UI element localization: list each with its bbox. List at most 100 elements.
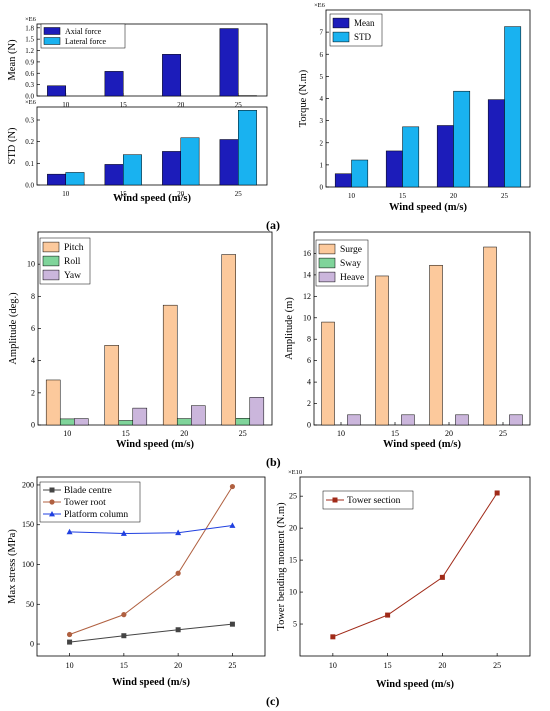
legend-swatch <box>332 17 350 29</box>
y-tick-label: 0.2 <box>25 138 34 146</box>
data-point <box>175 627 181 633</box>
data-point <box>330 634 336 640</box>
chart-c-stress: 0 50 100 150 200 Max stress (MPa) Wind speed (… <box>7 476 266 688</box>
y-tick-label: 1 <box>320 161 324 169</box>
bar-surge <box>483 246 497 426</box>
bar-mean <box>334 173 352 188</box>
series-line-tower-root <box>69 486 233 635</box>
bar-mean <box>436 125 454 188</box>
axis-exponent: ×E6 <box>314 2 326 9</box>
y-tick-label: 2 <box>320 139 324 147</box>
legend-label: STD <box>354 32 372 42</box>
legend-label: Roll <box>64 257 81 267</box>
x-tick-label: 20 <box>177 190 185 198</box>
y-axis-label: Amplitude (m) <box>284 297 295 360</box>
plot-frame <box>36 106 268 186</box>
x-axis-label: Wind speed (m/s) <box>376 679 454 690</box>
axis-exponent: ×E10 <box>288 469 302 476</box>
bar-pitch <box>162 304 178 426</box>
y-axis-label: Max stress (MPa) <box>7 529 18 604</box>
x-tick-label: 15 <box>384 661 392 670</box>
y-tick-label: 12 <box>303 292 311 301</box>
x-tick-label: 10 <box>329 661 337 670</box>
x-tick-label: 10 <box>337 429 345 438</box>
x-tick-label: 15 <box>120 101 128 109</box>
legend-swatch <box>318 257 336 269</box>
y-axis-label: Tower bending moment (N.m) <box>276 502 287 631</box>
legend-swatch <box>42 255 60 267</box>
x-tick-label: 25 <box>499 429 507 438</box>
y-tick-label: 8 <box>307 335 311 344</box>
bar-yaw <box>249 397 265 426</box>
y-tick-label: 5 <box>320 73 324 81</box>
caption-c: (c) <box>266 694 280 708</box>
y-tick-label: 10 <box>303 313 311 322</box>
y-tick-label: 4 <box>320 95 324 103</box>
bar-roll <box>235 417 251 426</box>
bar-axial-force <box>47 85 66 97</box>
series-line-blade-centre <box>69 623 233 643</box>
bar-axial-force <box>162 54 182 97</box>
data-point <box>229 621 235 627</box>
y-tick-label: 50 <box>26 600 34 609</box>
y-tick-label: 15 <box>289 556 297 565</box>
bar-std <box>351 159 369 188</box>
y-tick-label: 4 <box>31 356 35 365</box>
data-point <box>67 639 73 645</box>
x-tick-label: 20 <box>450 192 458 200</box>
series-line-tower-section <box>332 492 498 638</box>
bar-pitch <box>45 379 61 426</box>
y-tick-label: 0.1 <box>25 160 34 168</box>
axis-exponent: ×E6 <box>25 99 37 106</box>
x-tick-label: 10 <box>62 190 70 198</box>
bar-yaw <box>191 405 206 426</box>
y-tick-label: 25 <box>289 492 297 501</box>
data-point <box>121 612 127 618</box>
legend-label: Platform column <box>64 509 128 520</box>
legend-label: Lateral force <box>65 37 107 46</box>
chart-a-torque: 0 1 2 3 4 5 6 7 ×E6 Torque (N.m) Wind speed (m/s) 1… <box>298 2 531 213</box>
bar-yaw <box>74 418 89 426</box>
data-point <box>66 631 73 638</box>
data-point <box>229 483 236 490</box>
plot-frame <box>313 231 531 426</box>
y-tick-label: 1.5 <box>25 36 34 44</box>
data-point <box>175 570 181 576</box>
legend-label: Tower section <box>347 496 401 506</box>
bar-heave <box>347 414 361 426</box>
bar-roll <box>176 418 192 426</box>
data-point <box>385 612 391 618</box>
series-line-platform-column <box>69 525 233 534</box>
x-tick-label: 25 <box>235 190 243 198</box>
plot-frame <box>299 476 531 657</box>
y-tick-label: 2 <box>31 388 35 397</box>
legend-label: Yaw <box>64 271 81 281</box>
y-tick-label: 0.3 <box>25 117 34 125</box>
bar-lateral-force <box>123 154 142 186</box>
bar-surge <box>429 264 443 426</box>
data-point <box>439 574 445 580</box>
x-axis-label: Wind speed (m/s) <box>389 202 467 213</box>
legend-label: Mean <box>354 18 375 28</box>
plot-frame <box>36 23 268 97</box>
x-tick-label: 25 <box>493 661 501 670</box>
x-tick-label: 15 <box>122 429 130 438</box>
x-tick-label: 15 <box>120 190 128 198</box>
x-tick-label: 20 <box>445 429 453 438</box>
legend-label: Blade centre <box>64 486 112 496</box>
x-tick-label: 10 <box>66 661 74 670</box>
y-tick-label: 0.0 <box>25 182 34 190</box>
bar-axial-force <box>162 151 182 186</box>
bar-pitch <box>221 254 236 426</box>
legend-label: Pitch <box>64 243 84 253</box>
y-tick-label: 6 <box>307 356 311 365</box>
bar-pitch <box>104 345 119 426</box>
x-axis-label: Wind speed (m/s) <box>383 439 461 450</box>
legend-swatch <box>318 271 336 283</box>
y-tick-label: 10 <box>289 588 297 597</box>
x-tick-label: 15 <box>391 429 399 438</box>
y-tick-label: 3 <box>320 117 324 125</box>
y-tick-label: 100 <box>22 560 34 569</box>
